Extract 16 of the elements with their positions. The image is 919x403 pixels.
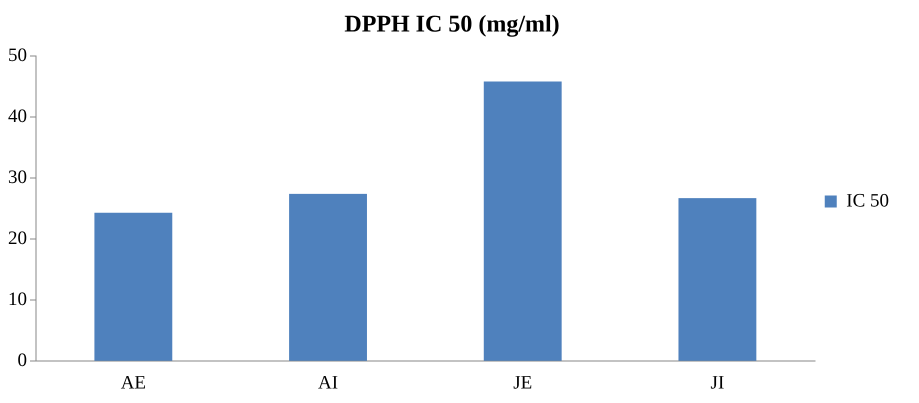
- x-tick-label: AI: [318, 372, 338, 394]
- legend-label: IC 50: [846, 190, 889, 212]
- y-tick-label: 0: [18, 350, 27, 372]
- bar: [678, 198, 756, 361]
- y-tick-label: 20: [8, 228, 27, 250]
- y-tick-label: 10: [8, 289, 27, 310]
- bar: [94, 212, 172, 361]
- x-tick-label: JI: [710, 372, 724, 394]
- y-tick-label: 40: [8, 106, 27, 127]
- x-tick-label: AE: [120, 372, 146, 394]
- x-tick-label: JE: [513, 372, 532, 394]
- y-tick-label: 30: [8, 166, 27, 188]
- bar: [289, 194, 367, 361]
- bar: [484, 81, 562, 361]
- y-tick-label: 50: [8, 44, 27, 66]
- chart-title: DPPH IC 50 (mg/ml): [344, 12, 560, 38]
